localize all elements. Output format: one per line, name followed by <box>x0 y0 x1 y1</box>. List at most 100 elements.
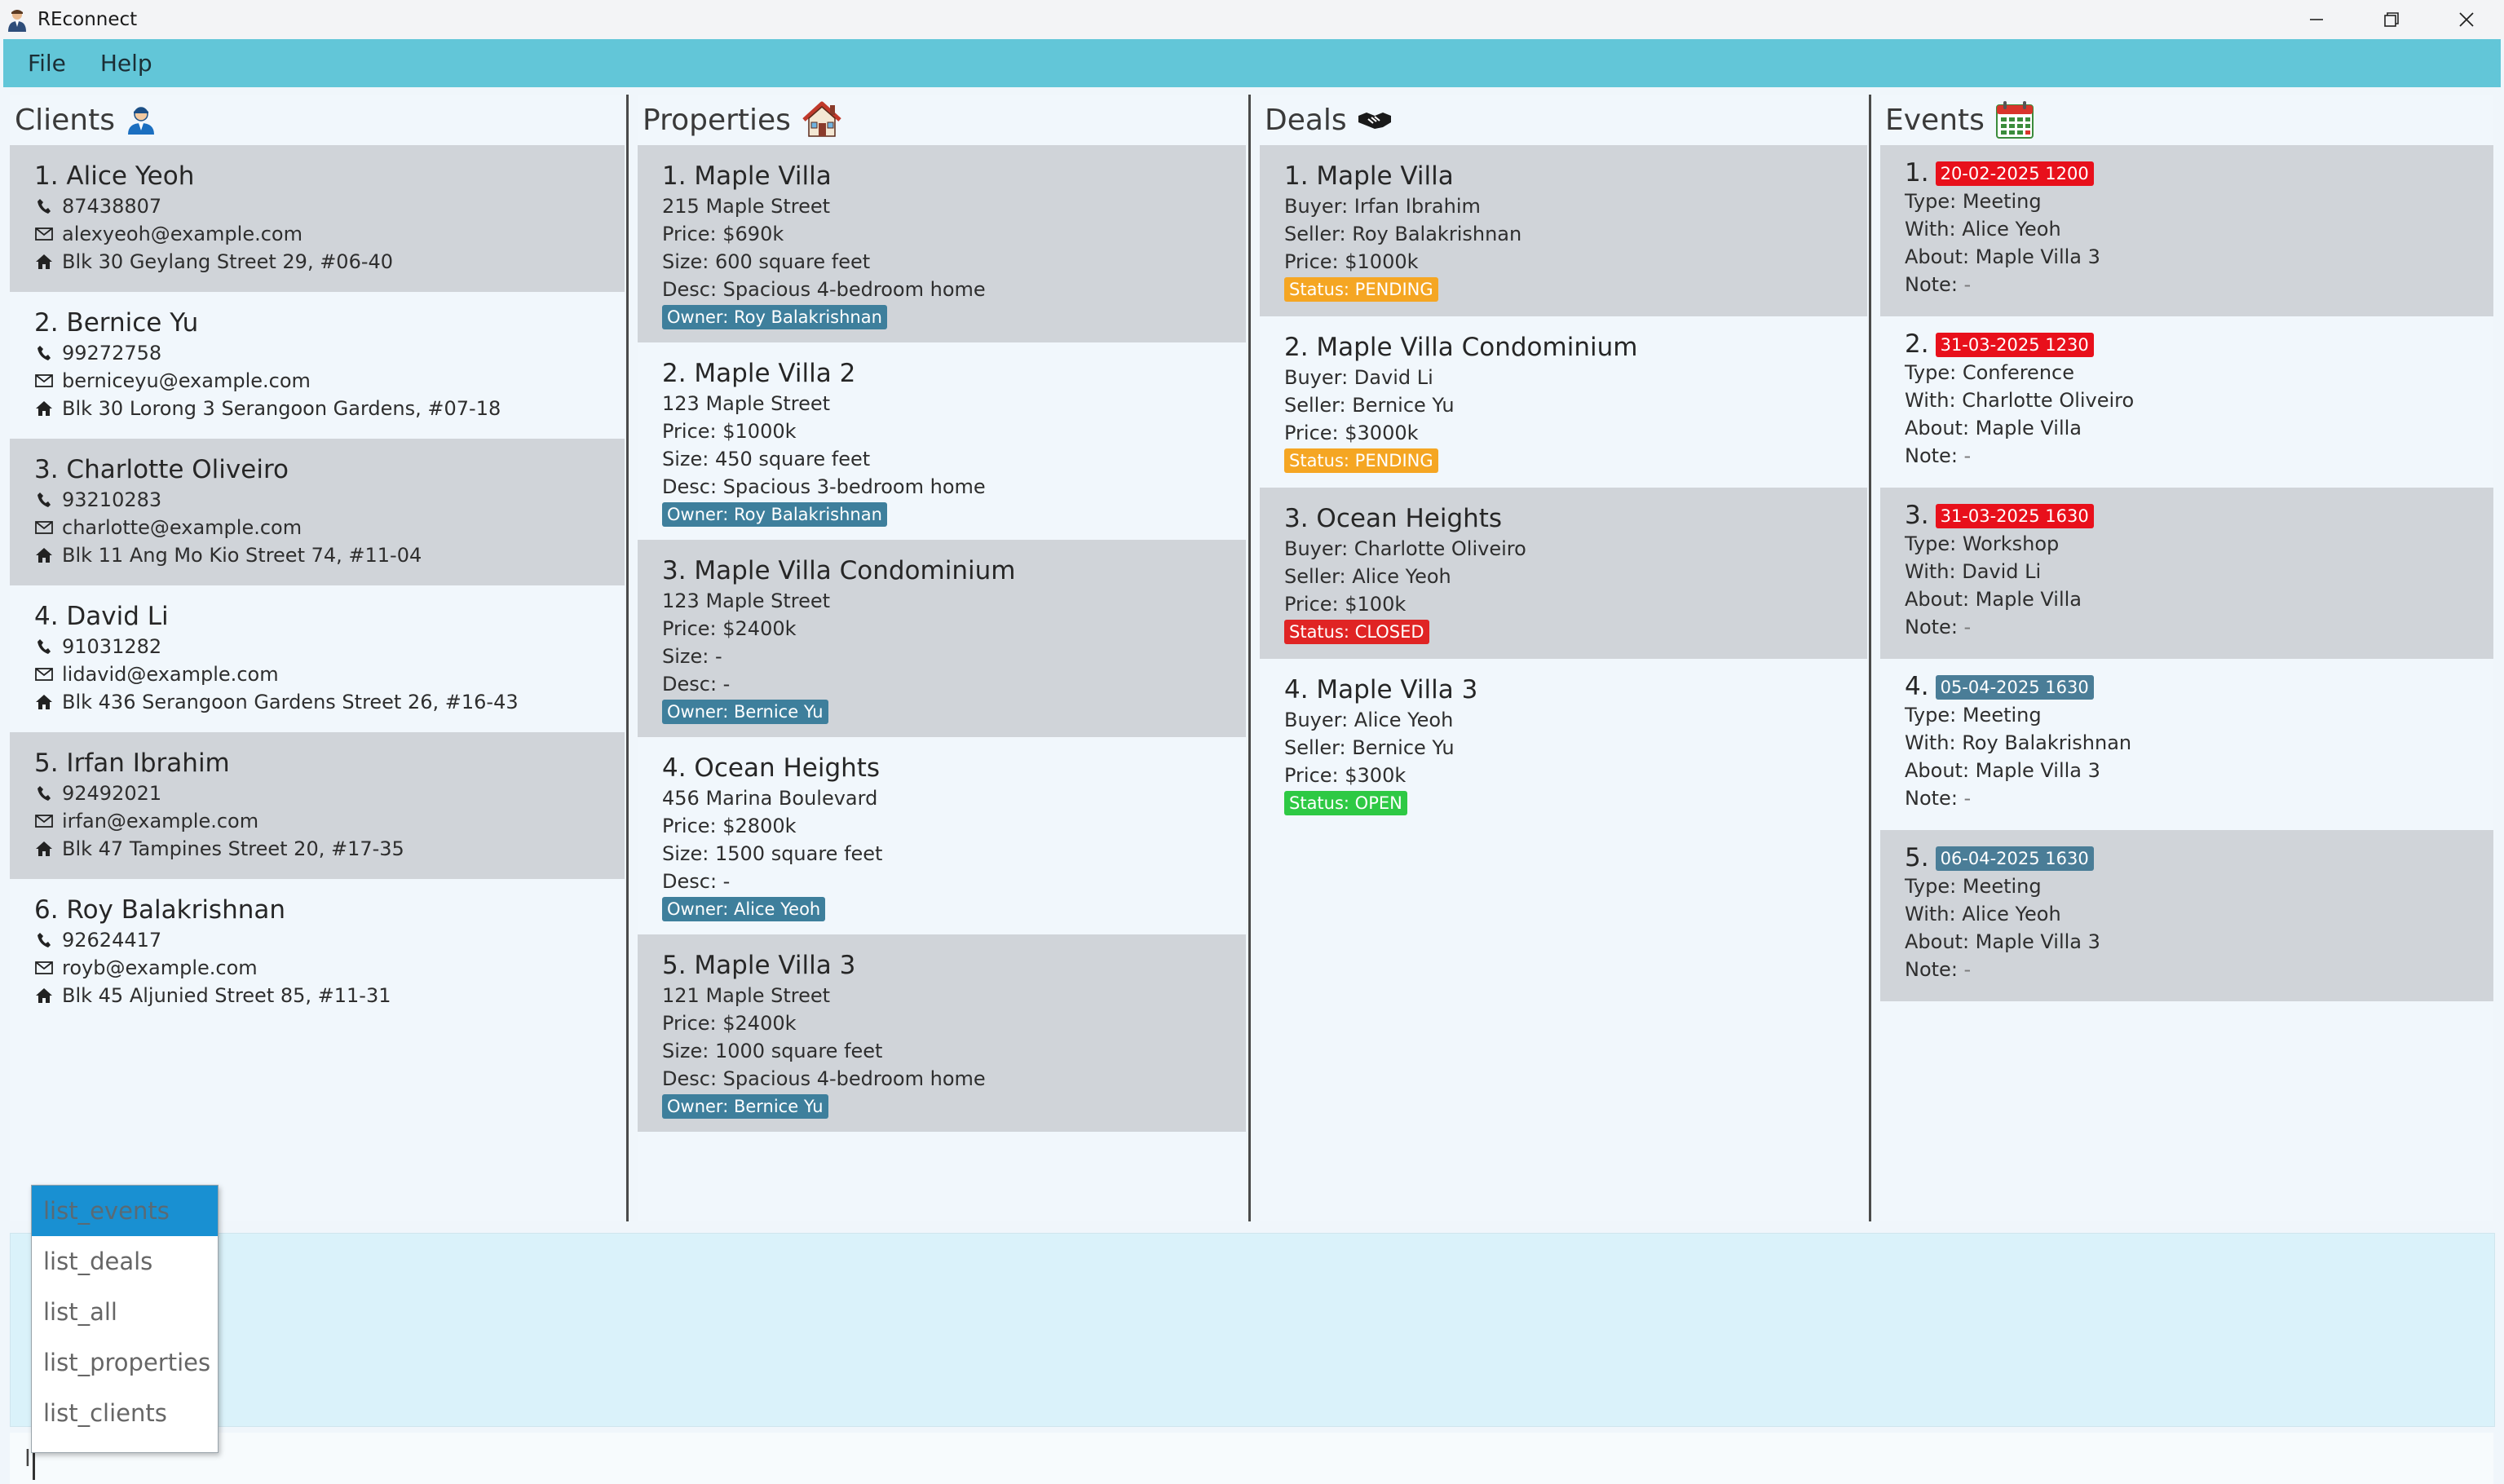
clients-title: Clients <box>15 103 115 137</box>
event-date-badge: 06-04-2025 1630 <box>1935 846 2094 871</box>
properties-panel: Properties 1. Maple Villa 215 Maple Stree… <box>638 95 1246 1221</box>
client-card[interactable]: 4. David Li 91031282 lidavid@example.com Bl… <box>10 585 625 732</box>
property-size-text: Size: 1000 square feet <box>662 1040 883 1062</box>
client-card[interactable]: 5. Irfan Ibrahim 92492021 irfan@example.co… <box>10 732 625 879</box>
event-card[interactable]: 3. 31-03-2025 1630 Type: Workshop With: Dav… <box>1880 488 2493 659</box>
deal-card[interactable]: 1. Maple Villa Buyer: Irfan Ibrahim Seller… <box>1260 145 1867 316</box>
window-title: REconnect <box>38 9 138 30</box>
event-note: Note: - <box>1905 271 2469 298</box>
autocomplete-option[interactable]: list_deals <box>43 1248 153 1275</box>
property-desc-text: Desc: - <box>662 870 731 893</box>
event-number: 4. <box>1905 672 1929 701</box>
property-card[interactable]: 2. Maple Villa 2 123 Maple Street Price: $… <box>638 342 1246 540</box>
event-card[interactable]: 1. 20-02-2025 1200 Type: Meeting With: Alic… <box>1880 145 2493 316</box>
property-street: 215 Maple Street <box>662 192 1221 220</box>
property-street-text: 215 Maple Street <box>662 195 831 218</box>
client-card[interactable]: 1. Alice Yeoh 87438807 alexyeoh@example.co… <box>10 145 625 292</box>
panel-divider[interactable] <box>626 95 629 1221</box>
panel-divider[interactable] <box>1248 95 1251 1221</box>
client-phone: 91031282 <box>34 633 600 660</box>
event-with: With: Roy Balakrishnan <box>1905 729 2469 757</box>
deal-card[interactable]: 3. Ocean Heights Buyer: Charlotte Oliveir… <box>1260 488 1867 659</box>
property-price: Price: $690k <box>662 220 1221 248</box>
deal-buyer: Buyer: Charlotte Oliveiro <box>1284 535 1843 563</box>
deal-buyer-text: Buyer: Charlotte Oliveiro <box>1284 537 1526 560</box>
property-name: 4. Ocean Heights <box>662 753 881 783</box>
deal-card[interactable]: 2. Maple Villa Condominium Buyer: David L… <box>1260 316 1867 488</box>
property-desc: Desc: Spacious 4-bedroom home <box>662 276 1221 303</box>
home-icon <box>34 252 54 272</box>
event-card[interactable]: 2. 31-03-2025 1230 Type: Conference With: C… <box>1880 316 2493 488</box>
command-box[interactable] <box>10 1433 2493 1484</box>
menu-file[interactable]: File <box>28 50 66 77</box>
home-icon <box>34 986 54 1005</box>
property-card[interactable]: 4. Ocean Heights 456 Marina Boulevard Pric… <box>638 737 1246 934</box>
autocomplete-dropdown: list_events list_deals list_all list_proper… <box>31 1185 219 1453</box>
menu-bar: File Help <box>3 39 2501 87</box>
client-card[interactable]: 2. Bernice Yu 99272758 berniceyu@example.c… <box>10 292 625 439</box>
clients-header: Clients <box>10 95 625 145</box>
property-size-text: Size: 600 square feet <box>662 250 871 273</box>
property-street: 123 Maple Street <box>662 390 1221 417</box>
property-desc-text: Desc: Spacious 4-bedroom home <box>662 1067 986 1090</box>
panel-divider[interactable] <box>1869 95 1871 1221</box>
client-email: irfan@example.com <box>34 807 600 835</box>
event-type-text: Type: Conference <box>1905 361 2074 384</box>
client-email-text: berniceyu@example.com <box>62 369 311 392</box>
status-badge: Status: PENDING <box>1284 448 1438 473</box>
property-card[interactable]: 5. Maple Villa 3 121 Maple Street Price: $… <box>638 934 1246 1132</box>
minimize-button[interactable] <box>2279 0 2354 39</box>
client-name: 5. Irfan Ibrahim <box>34 749 230 778</box>
close-button[interactable] <box>2429 0 2504 39</box>
client-address: Blk 11 Ang Mo Kio Street 74, #11-04 <box>34 541 600 569</box>
event-type: Type: Workshop <box>1905 530 2469 558</box>
event-date-badge: 05-04-2025 1630 <box>1935 675 2094 700</box>
client-address: Blk 436 Serangoon Gardens Street 26, #16… <box>34 688 600 716</box>
client-card[interactable]: 3. Charlotte Oliveiro 93210283 charlotte@e… <box>10 439 625 585</box>
restore-button[interactable] <box>2354 0 2429 39</box>
event-card[interactable]: 5. 06-04-2025 1630 Type: Meeting With: Alic… <box>1880 830 2493 1001</box>
autocomplete-option[interactable]: list_events <box>32 1186 218 1236</box>
event-type-text: Type: Meeting <box>1905 704 2042 727</box>
autocomplete-option[interactable]: list_all <box>43 1298 117 1326</box>
event-card[interactable]: 4. 05-04-2025 1630 Type: Meeting With: Roy … <box>1880 659 2493 830</box>
property-card[interactable]: 3. Maple Villa Condominium 123 Maple Stre… <box>638 540 1246 737</box>
property-price-text: Price: $1000k <box>662 420 797 443</box>
property-card[interactable]: 1. Maple Villa 215 Maple Street Price: $69… <box>638 145 1246 342</box>
property-street-text: 456 Marina Boulevard <box>662 787 878 810</box>
events-header: Events <box>1880 95 2493 145</box>
result-display[interactable] <box>10 1233 2495 1427</box>
property-desc: Desc: Spacious 4-bedroom home <box>662 1065 1221 1093</box>
deal-name: 2. Maple Villa Condominium <box>1284 333 1638 362</box>
client-phone: 99272758 <box>34 339 600 367</box>
client-name: 3. Charlotte Oliveiro <box>34 455 289 484</box>
app-icon <box>5 7 29 32</box>
event-about-text: About: Maple Villa <box>1905 417 2082 439</box>
property-name: 5. Maple Villa 3 <box>662 951 856 980</box>
command-input[interactable]: l <box>24 1445 31 1472</box>
autocomplete-option[interactable]: list_properties <box>43 1349 211 1376</box>
menu-help[interactable]: Help <box>99 50 152 77</box>
property-size: Size: 600 square feet <box>662 248 1221 276</box>
deal-price: Price: $3000k <box>1284 419 1843 447</box>
event-about-text: About: Maple Villa <box>1905 588 2082 611</box>
event-with: With: Alice Yeoh <box>1905 215 2469 243</box>
house-icon <box>801 100 843 139</box>
properties-header: Properties <box>638 95 1246 145</box>
event-with-text: With: Charlotte Oliveiro <box>1905 389 2135 412</box>
owner-badge: Owner: Alice Yeoh <box>662 897 826 921</box>
event-note-label: Note: <box>1905 787 1958 810</box>
event-header: 3. 31-03-2025 1630 <box>1905 488 2469 530</box>
client-phone-text: 92492021 <box>62 782 162 805</box>
home-icon <box>34 692 54 712</box>
event-number: 1. <box>1905 158 1929 188</box>
deal-seller-text: Seller: Bernice Yu <box>1284 394 1455 417</box>
owner-badge: Owner: Bernice Yu <box>662 700 828 724</box>
clients-list: 1. Alice Yeoh 87438807 alexyeoh@example.co… <box>10 145 625 1026</box>
event-note-value: - <box>1957 787 1972 810</box>
property-street: 456 Marina Boulevard <box>662 784 1221 812</box>
autocomplete-option[interactable]: list_clients <box>43 1399 167 1427</box>
event-note-label: Note: <box>1905 616 1958 638</box>
client-card[interactable]: 6. Roy Balakrishnan 92624417 royb@example.… <box>10 879 625 1026</box>
deal-card[interactable]: 4. Maple Villa 3 Buyer: Alice Yeoh Seller:… <box>1260 659 1867 830</box>
